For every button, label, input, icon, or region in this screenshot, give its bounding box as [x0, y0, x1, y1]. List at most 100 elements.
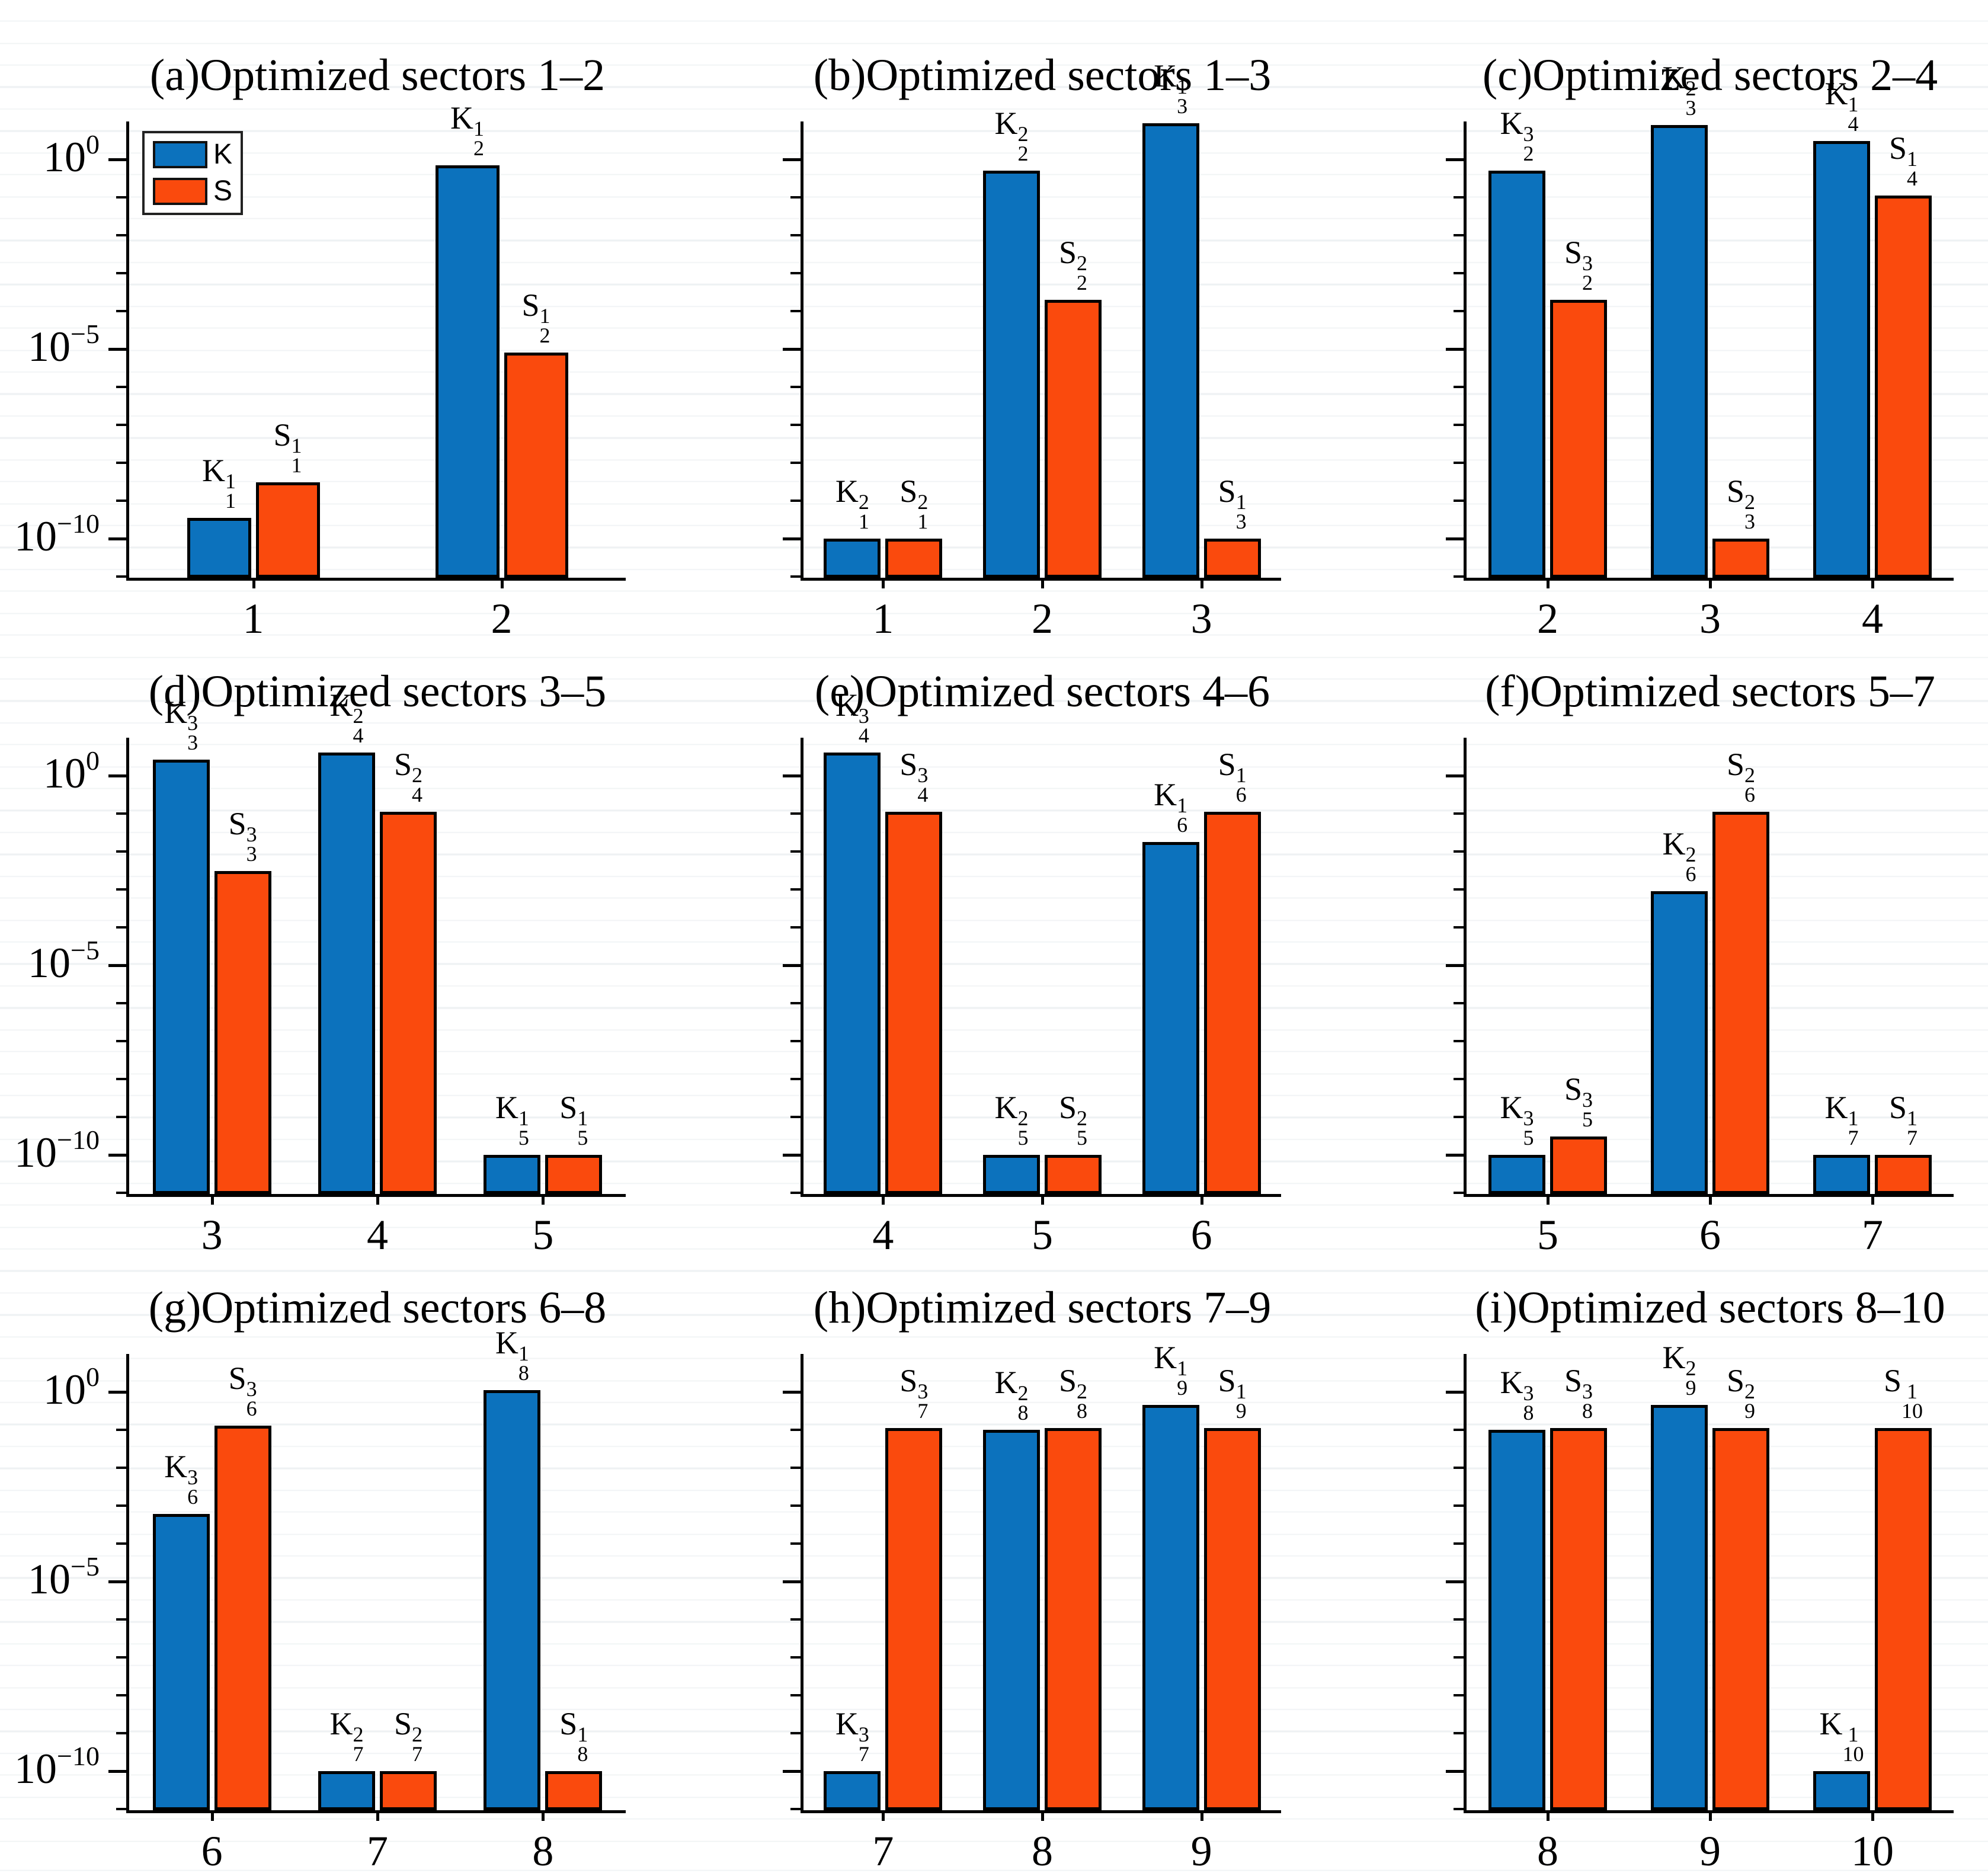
x-axis-tick-label: 2 [1537, 595, 1558, 642]
panel-d: (d)Optimized sectors 3–5 100 10−5 10−10 3 4 5 K… [0, 616, 662, 1259]
y-axis-tick [1454, 1808, 1464, 1810]
sector-subscript: 4 [353, 723, 364, 748]
y-axis-tick [1454, 1732, 1464, 1734]
sector-subscript: 4 [412, 783, 423, 807]
s-label-base: S [1058, 1363, 1077, 1399]
x-axis-tick-label: 6 [201, 1827, 223, 1875]
bar-S-sector-1 [885, 539, 943, 578]
k-label-base: K [1154, 1340, 1177, 1376]
y-axis-tick [790, 234, 801, 236]
y-axis-tick [783, 1580, 801, 1583]
sector-subscript: 5 [1523, 1126, 1534, 1150]
s-label-base: S [1888, 1090, 1907, 1125]
bar-S-sector-9 [1203, 1428, 1261, 1810]
y-axis-tick-label: 10−5 [28, 1551, 100, 1603]
k-label-base: K [1154, 57, 1177, 94]
x-axis-tick [210, 1811, 214, 1821]
y-axis-tick [116, 500, 126, 502]
panel-title: (h)Optimized sectors 7–9 [813, 1283, 1272, 1333]
y-axis-tick [790, 500, 801, 502]
y-axis-tick [790, 310, 801, 312]
y-axis-tick [1454, 1192, 1464, 1194]
bar-K-sector-6 [1651, 891, 1708, 1194]
bar-S-sector-6 [214, 1425, 271, 1810]
sector-subscript: 2 [1582, 270, 1593, 294]
k-label-base: K [329, 687, 353, 723]
iteration-superscript: 3 [246, 1376, 257, 1401]
plot-area: 8 9 10 K 3 8 K 2 9 K 1 10 S 3 8 S 2 9 S 1 10 [1446, 1342, 1954, 1875]
y-axis-tick [108, 158, 126, 161]
bar-K-sector-9 [1142, 1405, 1199, 1810]
bar-S-sector-7 [380, 1771, 437, 1810]
bar-K-sector-7 [1813, 1155, 1870, 1194]
iteration-superscript: 2 [1685, 842, 1696, 866]
y-axis-tick [790, 196, 801, 199]
panel-f: (f)Optimized sectors 5–7 5 6 7 K 3 5 K 2 6 K 1 7 S 3 5 S… [1326, 616, 1988, 1259]
x-axis-tick [376, 1811, 379, 1821]
y-axis-tick [1446, 774, 1464, 777]
y-axis-tick [116, 1656, 126, 1659]
legend-swatch-K [153, 141, 207, 168]
bar-S-sector-4 [380, 812, 437, 1194]
s-label-base: S [1058, 234, 1077, 270]
y-axis-tick [783, 964, 801, 967]
y-axis-tick [790, 1078, 801, 1080]
bar-S-sector-9 [1712, 1428, 1769, 1810]
bar-S-sector-2 [1550, 299, 1607, 578]
k-label-base: K [994, 105, 1018, 142]
panel-title: (b)Optimized sectors 1–3 [813, 50, 1272, 100]
y-axis-tick [790, 386, 801, 388]
x-axis-spine [126, 1194, 626, 1197]
iteration-superscript: 2 [1744, 1379, 1756, 1404]
x-axis-tick-label: 5 [532, 1211, 554, 1259]
y-axis-spine [126, 738, 129, 1197]
sector-subscript: 7 [858, 1742, 869, 1766]
iteration-superscript: 2 [917, 490, 929, 514]
y-axis-tick [116, 196, 126, 199]
iteration-superscript: 2 [858, 490, 869, 514]
x-axis-tick [1709, 579, 1712, 588]
y-axis-tick [116, 1732, 126, 1734]
plot-area: 100 10−5 10−10 3 4 5 K 3 3 K 2 4 K 1 5 S 3 3 S 2 4 S 1 5 [14, 689, 626, 1259]
s-label-base: S [393, 1706, 412, 1741]
y-axis-spine [801, 1354, 803, 1813]
y-axis-tick [1454, 1504, 1464, 1507]
sector-subscript: 5 [1077, 1126, 1088, 1150]
iteration-superscript: 2 [1744, 763, 1756, 787]
k-label-base: K [835, 1706, 859, 1741]
sector-subscript: 5 [577, 1126, 588, 1150]
iteration-superscript: 2 [1017, 1381, 1029, 1405]
y-axis-tick [116, 1192, 126, 1194]
panel-title: (e)Optimized sectors 4–6 [814, 667, 1270, 716]
x-axis-tick-label: 7 [367, 1827, 388, 1875]
y-axis-tick [1446, 964, 1464, 967]
bar-S-sector-1 [255, 482, 320, 578]
y-axis-tick [790, 1732, 801, 1734]
y-axis-tick [108, 1391, 126, 1394]
k-label-base: K [1662, 825, 1686, 862]
x-axis-tick-label: 4 [367, 1211, 388, 1259]
y-axis-tick [783, 158, 801, 161]
y-axis-tick [790, 1467, 801, 1469]
